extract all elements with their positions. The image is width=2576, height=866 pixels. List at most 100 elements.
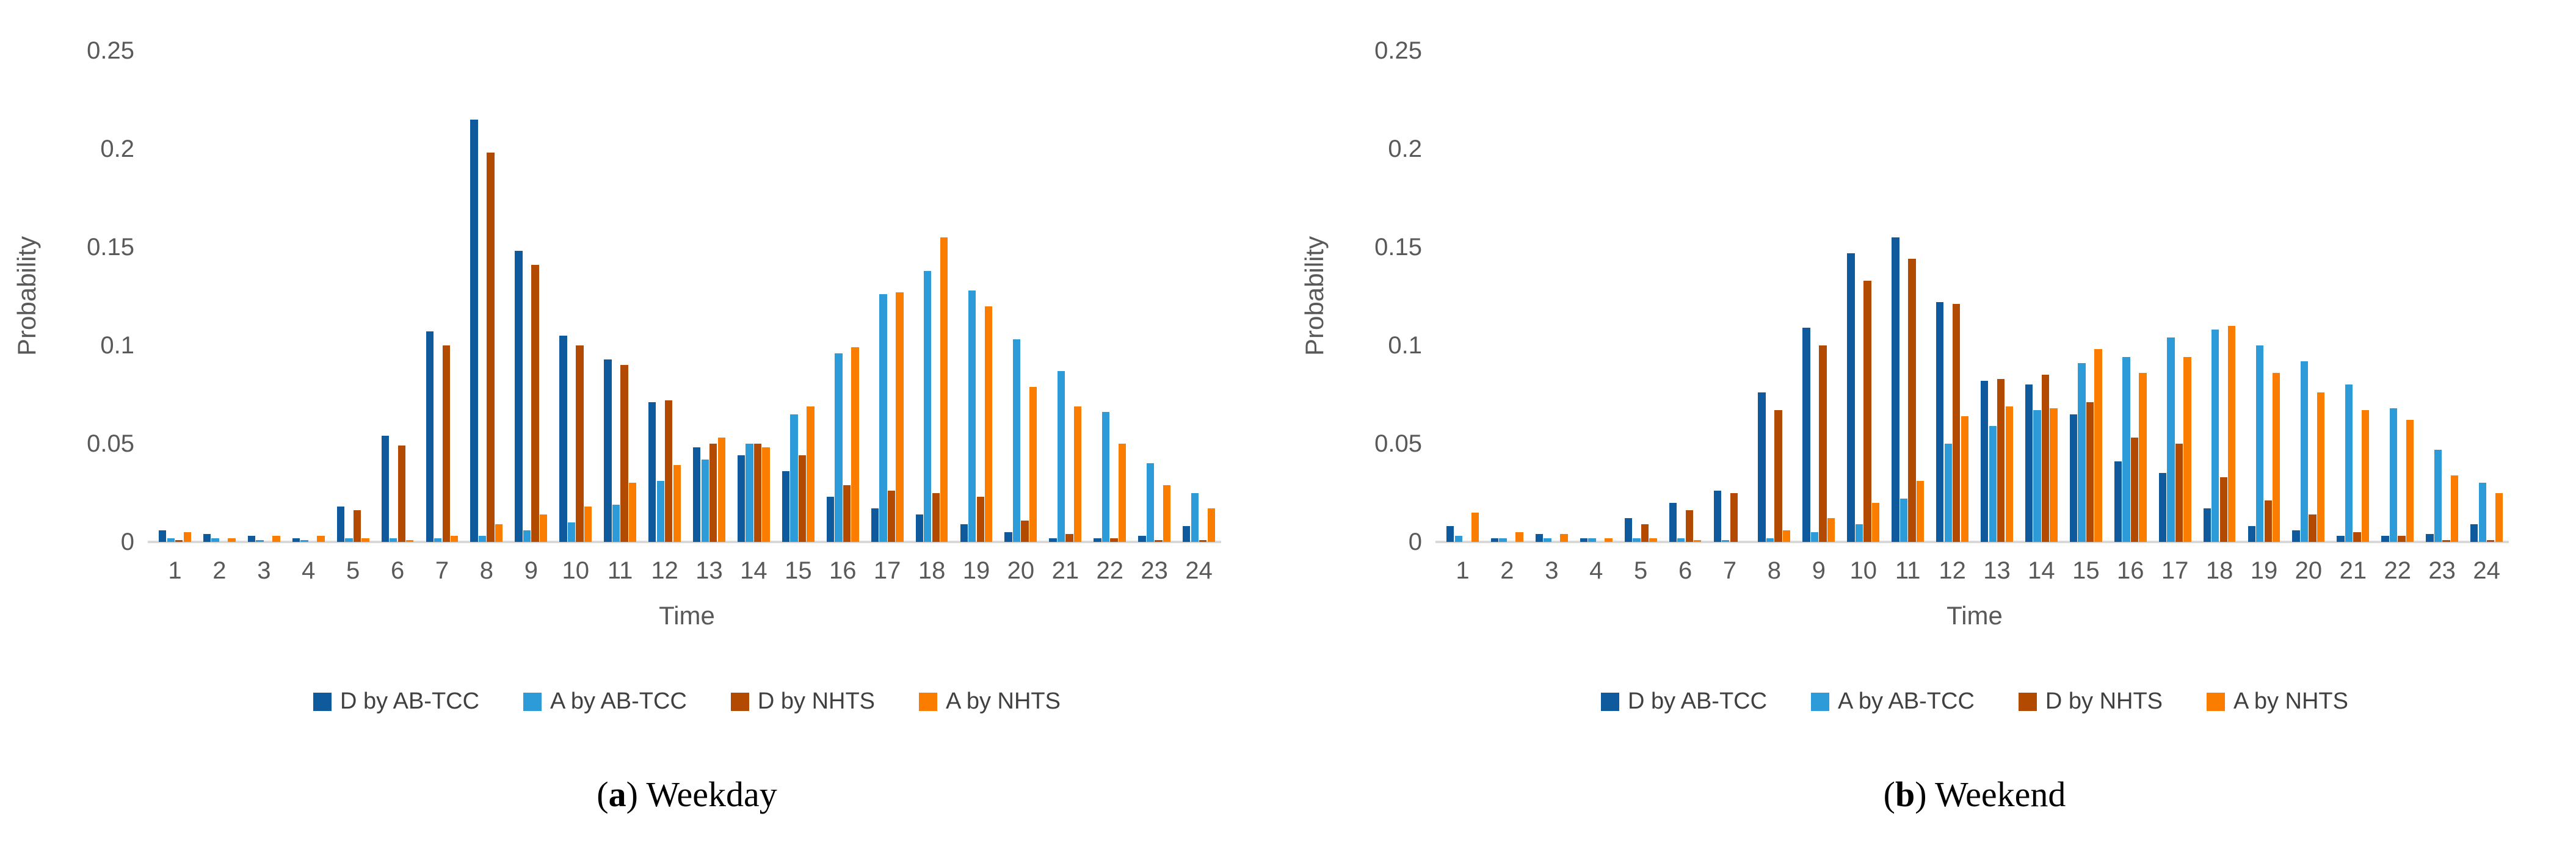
bar-d-by-nhts-h14	[2041, 375, 2050, 542]
bar-d-by-ab-tcc-h7	[426, 331, 434, 542]
y-axis-tick-label: 0.1	[100, 332, 134, 359]
bar-d-by-nhts-h17	[2175, 444, 2183, 542]
legend-swatch-icon	[1811, 692, 1830, 711]
x-axis-tick-label: 12	[651, 557, 678, 584]
plot-area-weekend: 0 0.05 0.1 0.15 0.2 0.25 1 2 3 4 5 6 7 8 9 10 11 12 13 14 15…	[1374, 37, 2509, 584]
bar-a-by-nhts-h3	[272, 536, 280, 542]
legend-swatch-icon	[1601, 692, 1619, 711]
bar-a-by-nhts-h6	[1694, 539, 1702, 542]
bar-d-by-nhts-h8	[1774, 410, 1782, 542]
bar-a-by-ab-tcc-h18	[2211, 330, 2219, 542]
bar-d-by-nhts-h12	[1953, 304, 1961, 542]
bar-d-by-nhts-h18	[932, 493, 940, 542]
bar-a-by-ab-tcc-h13	[1989, 426, 1997, 542]
bar-a-by-nhts-h20	[2317, 392, 2325, 542]
x-axis-tick-label: 5	[346, 557, 360, 584]
x-axis-tick-label: 7	[435, 557, 449, 584]
bar-a-by-nhts-h21	[2361, 410, 2370, 542]
bar-d-by-ab-tcc-h22	[1094, 538, 1101, 542]
bar-d-by-ab-tcc-h4	[292, 538, 300, 542]
bar-d-by-ab-tcc-h24	[2470, 524, 2478, 542]
bar-d-by-nhts-h20	[2309, 514, 2317, 542]
bar-d-by-ab-tcc-h24	[1183, 526, 1191, 542]
x-axis-tick-label: 9	[1812, 557, 1826, 584]
bar-a-by-nhts-h23	[1163, 485, 1171, 542]
bar-a-by-nhts-h13	[717, 438, 725, 542]
bar-d-by-nhts-h24	[2487, 539, 2495, 542]
y-axis-tick-label: 0.2	[100, 135, 134, 162]
bar-d-by-ab-tcc-h12	[1936, 302, 1944, 542]
caption-label: Weekday	[646, 774, 777, 814]
bar-d-by-nhts-h23	[2442, 539, 2450, 542]
bar-a-by-nhts-h24	[1207, 508, 1215, 542]
bar-a-by-ab-tcc-h2	[211, 538, 219, 542]
x-axis-tick-label: 5	[1634, 557, 1648, 584]
x-axis-tick-label: 22	[2384, 557, 2412, 584]
bar-a-by-ab-tcc-h2	[1499, 538, 1507, 542]
bar-a-by-nhts-h5	[361, 538, 369, 542]
bar-d-by-nhts-h12	[665, 400, 673, 542]
legend-swatch-icon	[730, 692, 749, 711]
bar-a-by-ab-tcc-h4	[1588, 538, 1596, 542]
bar-d-by-ab-tcc-h17	[871, 508, 879, 542]
legend-label: D by NHTS	[2045, 688, 2163, 714]
bar-a-by-nhts-h13	[2005, 406, 2013, 542]
bar-d-by-nhts-h15	[2086, 402, 2094, 542]
bar-a-by-ab-tcc-h22	[1101, 412, 1110, 542]
figure-caption: (b) Weekend	[1440, 774, 2509, 815]
x-axis-tick-label: 19	[962, 557, 990, 584]
bar-a-by-nhts-h10	[584, 507, 592, 542]
bar-a-by-nhts-h2	[228, 538, 236, 542]
bar-a-by-ab-tcc-h15	[790, 414, 798, 542]
x-axis-tick-label: 8	[1767, 557, 1782, 584]
x-axis-tick-label: 14	[2028, 557, 2055, 584]
bar-a-by-nhts-h12	[673, 465, 681, 542]
bar-a-by-nhts-h2	[1515, 532, 1523, 542]
x-axis-tick-label: 23	[1141, 557, 1168, 584]
legend-label: D by AB-TCC	[1628, 688, 1768, 714]
bar-a-by-nhts-h7	[451, 536, 459, 542]
bar-a-by-ab-tcc-h3	[256, 539, 264, 542]
bar-a-by-ab-tcc-h5	[1633, 538, 1641, 542]
bar-a-by-ab-tcc-h20	[2300, 361, 2309, 542]
bar-a-by-ab-tcc-h6	[390, 538, 397, 542]
x-axis-tick-label: 14	[740, 557, 767, 584]
bar-d-by-nhts-h20	[1021, 520, 1029, 542]
x-axis-tick-label: 23	[2428, 557, 2456, 584]
y-axis-tick-label: 0.25	[1374, 37, 1422, 64]
y-axis-tick-label: 0	[120, 529, 134, 555]
bar-d-by-nhts-h7	[442, 345, 450, 542]
x-axis-tick-label: 18	[918, 557, 946, 584]
bar-a-by-nhts-h24	[2495, 493, 2503, 542]
bar-a-by-ab-tcc-h24	[1191, 493, 1199, 542]
bar-a-by-ab-tcc-h12	[656, 481, 664, 542]
x-axis-tick-label: 20	[1007, 557, 1035, 584]
legend-label: A by NHTS	[2233, 688, 2348, 714]
bar-d-by-ab-tcc-h5	[336, 507, 345, 542]
x-axis-tick-label: 2	[1500, 557, 1514, 584]
x-axis-tick-label: 13	[695, 557, 723, 584]
bar-d-by-nhts-h16	[2130, 438, 2139, 542]
x-axis-tick-label: 10	[562, 557, 590, 584]
bar-d-by-ab-tcc-h14	[737, 455, 746, 542]
caption-paren-close: )	[626, 774, 647, 814]
bar-d-by-ab-tcc-h18	[2203, 508, 2211, 542]
bar-d-by-ab-tcc-h6	[381, 436, 389, 542]
y-axis-title: Probability	[12, 236, 41, 356]
bar-d-by-ab-tcc-h3	[1535, 534, 1544, 542]
bar-d-by-ab-tcc-h22	[2381, 536, 2389, 542]
bar-a-by-ab-tcc-h18	[924, 270, 932, 542]
bar-a-by-ab-tcc-h16	[835, 353, 843, 542]
x-axis-tick-label: 19	[2250, 557, 2278, 584]
bar-a-by-nhts-h5	[1649, 538, 1657, 542]
legend-item-a-by-ab-tcc: A by AB-TCC	[523, 688, 687, 715]
bar-d-by-nhts-h13	[709, 444, 717, 542]
caption-paren-close: )	[1915, 774, 1936, 814]
bar-d-by-nhts-h7	[1730, 493, 1738, 542]
bar-d-by-nhts-h5	[353, 510, 361, 542]
bar-d-by-nhts-h21	[2353, 532, 2361, 542]
bar-a-by-nhts-h19	[2273, 373, 2280, 542]
bar-a-by-ab-tcc-h24	[2478, 483, 2486, 542]
bar-a-by-ab-tcc-h19	[968, 290, 976, 542]
x-axis-tick-label: 16	[2117, 557, 2144, 584]
